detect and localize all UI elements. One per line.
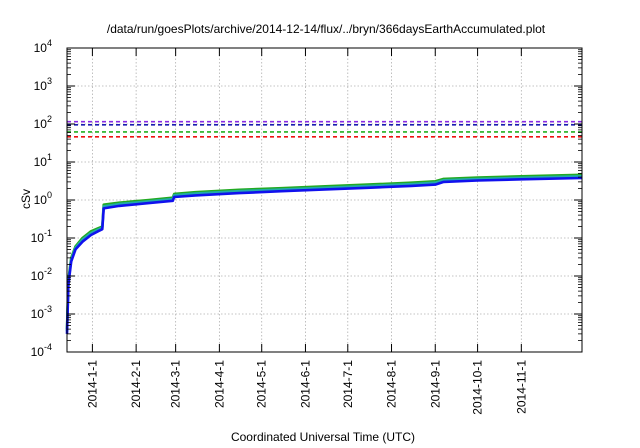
series-lines xyxy=(65,173,583,334)
y-tick-label: 10-3 xyxy=(31,304,52,321)
y-tick-base: 10 xyxy=(34,193,48,207)
y-tick-exponent: -3 xyxy=(44,304,52,314)
y-tick-exponent: -1 xyxy=(44,228,52,238)
y-tick-label: 101 xyxy=(34,152,52,169)
x-tick-label: 2014-5-1 xyxy=(255,360,269,408)
y-tick-label: 10-1 xyxy=(31,228,52,245)
y-tick-base: 10 xyxy=(31,231,45,245)
y-tick-base: 10 xyxy=(31,345,45,359)
y-tick-exponent: 0 xyxy=(47,190,52,200)
y-tick-label: 10-2 xyxy=(31,266,52,283)
chart-title: /data/run/goesPlots/archive/2014-12-14/f… xyxy=(107,22,546,36)
x-tick-label: 2014-9-1 xyxy=(428,360,442,408)
y-tick-label: 103 xyxy=(34,76,52,93)
threshold-lines xyxy=(67,120,582,138)
x-tick-label: 2014-8-1 xyxy=(385,360,399,408)
y-tick-base: 10 xyxy=(31,307,45,321)
y-tick-exponent: -4 xyxy=(44,342,52,352)
x-tick-label: 2014-2-1 xyxy=(129,360,143,408)
series-line xyxy=(65,173,583,330)
y-tick-exponent: 1 xyxy=(47,152,52,162)
y-tick-exponent: 3 xyxy=(47,76,52,86)
y-tick-base: 10 xyxy=(34,155,48,169)
y-tick-base: 10 xyxy=(34,117,48,131)
y-tick-exponent: 2 xyxy=(47,114,52,124)
y-tick-exponent: -2 xyxy=(44,266,52,276)
x-axis-label: Coordinated Universal Time (UTC) xyxy=(231,430,415,444)
x-tick-label: 2014-7-1 xyxy=(341,360,355,408)
x-tick-label: 2014-3-1 xyxy=(169,360,183,408)
y-tick-base: 10 xyxy=(34,41,48,55)
series-line xyxy=(65,176,583,334)
y-tick-base: 10 xyxy=(31,269,45,283)
y-tick-base: 10 xyxy=(34,79,48,93)
x-tick-label: 2014-11-1 xyxy=(514,360,528,414)
y-tick-label: 102 xyxy=(34,114,52,131)
y-tick-label: 100 xyxy=(34,190,52,207)
grid xyxy=(67,48,582,352)
x-tick-label: 2014-4-1 xyxy=(212,360,226,408)
y-tick-label: 104 xyxy=(34,38,52,55)
x-tick-label: 2014-1-1 xyxy=(85,360,99,408)
x-ticks: 2014-1-1 2014-2-1 2014-3-1 2014-4-1 2014-5-1… xyxy=(85,48,528,415)
y-tick-label: 10-4 xyxy=(31,342,52,359)
x-tick-label: 2014-10-1 xyxy=(471,360,485,415)
x-tick-label: 2014-6-1 xyxy=(298,360,312,408)
y-tick-exponent: 4 xyxy=(47,38,52,48)
y-axis-label: cSv xyxy=(19,189,33,209)
